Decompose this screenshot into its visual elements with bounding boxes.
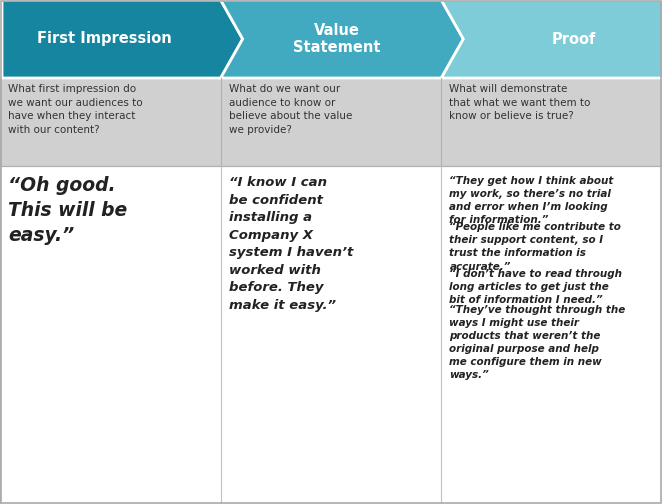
Text: What do we want our
audience to know or
believe about the value
we provide?: What do we want our audience to know or …: [228, 84, 352, 135]
Text: “I know I can
be confident
installing a
Company X
system I haven’t
worked with
b: “I know I can be confident installing a …: [228, 176, 353, 311]
Text: What will demonstrate
that what we want them to
know or believe is true?: What will demonstrate that what we want …: [449, 84, 591, 121]
Bar: [0, 166, 662, 504]
Text: “People like me contribute to
their support content, so I
trust the information : “People like me contribute to their supp…: [449, 222, 621, 272]
Text: “I don’t have to read through
long articles to get just the
bit of information I: “I don’t have to read through long artic…: [449, 269, 622, 305]
Polygon shape: [442, 0, 662, 78]
Text: Proof: Proof: [551, 31, 596, 46]
Text: First Impression: First Impression: [38, 31, 172, 46]
Text: Value
Statement: Value Statement: [293, 23, 380, 55]
Text: “They get how I think about
my work, so there’s no trial
and error when I’m look: “They get how I think about my work, so …: [449, 176, 614, 225]
Polygon shape: [2, 0, 243, 78]
Text: “Oh good.
This will be
easy.”: “Oh good. This will be easy.”: [8, 176, 127, 245]
Bar: [0, 78, 662, 166]
Polygon shape: [220, 0, 463, 78]
Text: What first impression do
we want our audiences to
have when they interact
with o: What first impression do we want our aud…: [8, 84, 142, 135]
Text: “They’ve thought through the
ways I might use their
products that weren’t the
or: “They’ve thought through the ways I migh…: [449, 305, 626, 380]
